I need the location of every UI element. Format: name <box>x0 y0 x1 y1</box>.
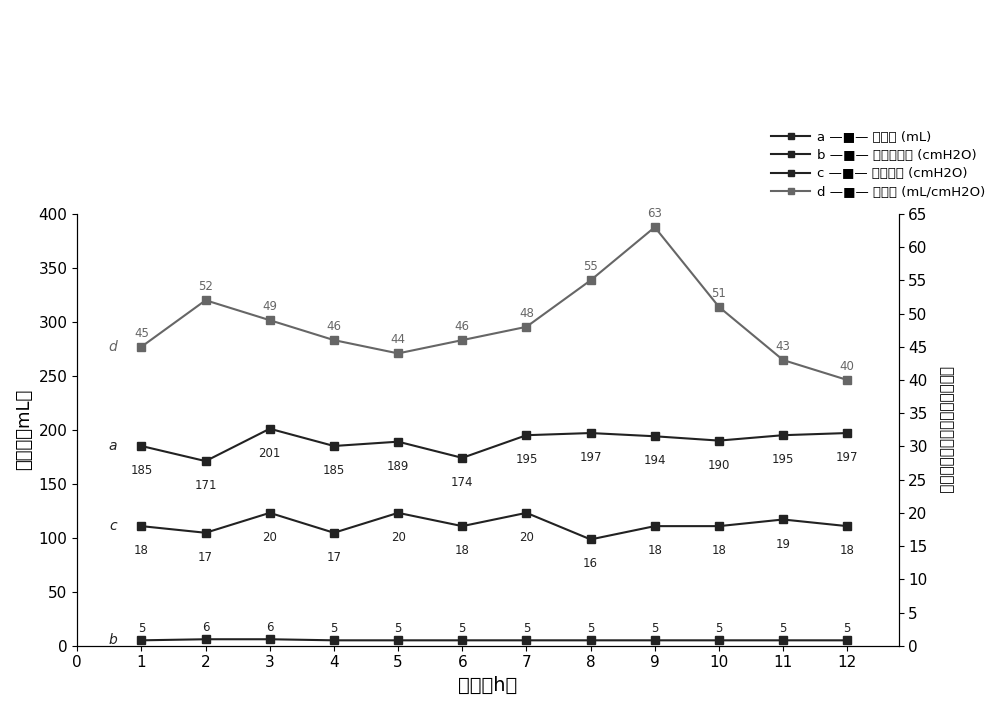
Text: 48: 48 <box>519 307 534 320</box>
Text: 17: 17 <box>326 551 341 564</box>
Text: 43: 43 <box>776 340 791 353</box>
Text: 46: 46 <box>455 320 470 333</box>
Text: 20: 20 <box>262 531 277 544</box>
Text: 40: 40 <box>840 360 855 373</box>
Text: 5: 5 <box>459 622 466 635</box>
Text: 46: 46 <box>326 320 341 333</box>
Text: d: d <box>108 340 117 354</box>
Text: 189: 189 <box>387 460 409 473</box>
Text: 197: 197 <box>836 451 859 464</box>
Text: 185: 185 <box>323 464 345 477</box>
Text: 5: 5 <box>523 622 530 635</box>
Text: 51: 51 <box>711 287 726 300</box>
Text: 6: 6 <box>266 621 274 634</box>
Text: 18: 18 <box>711 544 726 557</box>
Text: a: a <box>109 439 117 453</box>
Text: 18: 18 <box>647 544 662 557</box>
Text: 17: 17 <box>198 551 213 564</box>
Text: 20: 20 <box>391 531 406 544</box>
Y-axis label: 潮气量（mL）: 潮气量（mL） <box>15 389 33 471</box>
Text: 49: 49 <box>262 300 277 313</box>
Text: 194: 194 <box>644 454 666 467</box>
Text: 52: 52 <box>198 280 213 293</box>
Text: 6: 6 <box>202 621 209 634</box>
X-axis label: 时间（h）: 时间（h） <box>458 676 518 695</box>
Text: 55: 55 <box>583 261 598 273</box>
Text: 5: 5 <box>330 622 338 635</box>
Text: 195: 195 <box>772 453 794 466</box>
Text: b: b <box>108 633 117 648</box>
Legend: a —■— 潮气量 (mL), b —■— 呼气末正压 (cmH2O), c —■— 气道峰压 (cmH2O), d —■— 顺应性 (mL/cmH2O): a —■— 潮气量 (mL), b —■— 呼气末正压 (cmH2O), c —… <box>766 126 991 204</box>
Text: 5: 5 <box>587 622 594 635</box>
Text: 5: 5 <box>844 622 851 635</box>
Text: 20: 20 <box>519 531 534 544</box>
Y-axis label: 呼气末正压、气道峰压、顺应性: 呼气末正压、气道峰压、顺应性 <box>938 366 953 493</box>
Text: 201: 201 <box>259 447 281 460</box>
Text: 44: 44 <box>391 334 406 346</box>
Text: 185: 185 <box>130 464 153 477</box>
Text: 197: 197 <box>579 451 602 464</box>
Text: 5: 5 <box>715 622 723 635</box>
Text: 45: 45 <box>134 327 149 340</box>
Text: 18: 18 <box>840 544 855 557</box>
Text: 5: 5 <box>779 622 787 635</box>
Text: 174: 174 <box>451 476 474 489</box>
Text: 19: 19 <box>776 537 791 550</box>
Text: 5: 5 <box>651 622 658 635</box>
Text: 195: 195 <box>515 453 538 466</box>
Text: 5: 5 <box>394 622 402 635</box>
Text: 63: 63 <box>647 207 662 220</box>
Text: c: c <box>109 519 117 533</box>
Text: 18: 18 <box>455 544 470 557</box>
Text: 5: 5 <box>138 622 145 635</box>
Text: 171: 171 <box>194 479 217 492</box>
Text: 190: 190 <box>708 459 730 471</box>
Text: 16: 16 <box>583 557 598 570</box>
Text: 18: 18 <box>134 544 149 557</box>
